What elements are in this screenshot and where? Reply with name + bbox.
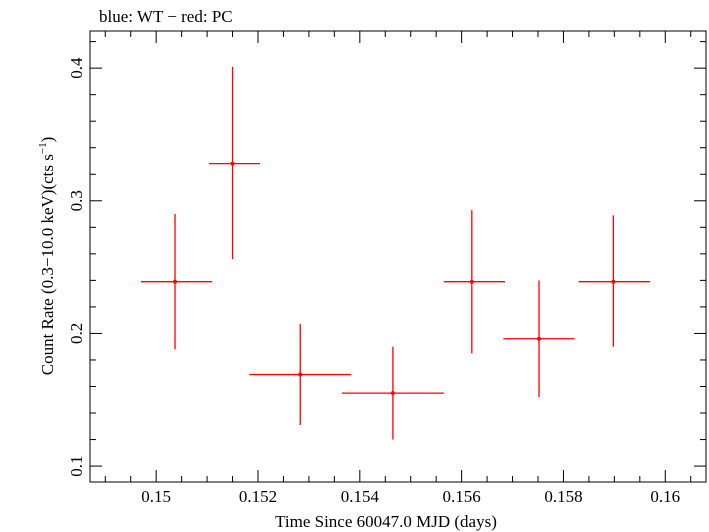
data-point [249,324,352,425]
data-marker [390,391,395,396]
x-tick-labels: 0.15 0.152 0.154 0.156 0.158 0.16 [141,487,680,506]
y-axis-label-superscript: −1 [37,142,49,154]
x-tick-label: 0.15 [141,487,171,506]
axis-ticks [90,31,706,482]
y-tick-label: 0.2 [67,323,86,344]
x-tick-label: 0.156 [443,487,481,506]
data-marker [469,279,474,284]
data-marker [173,279,178,284]
x-tick-label: 0.152 [239,487,277,506]
x-axis-label: Time Since 60047.0 MJD (days) [275,512,497,531]
x-tick-label: 0.16 [650,487,680,506]
y-axis-label-close: ) [38,137,57,143]
y-axis-label: Count Rate (0.3−10.0 keV)(cts s−1) [37,137,57,376]
data-point [209,66,261,260]
data-points [140,66,650,440]
data-point [140,214,213,350]
x-tick-label: 0.158 [544,487,582,506]
y-tick-labels: 0.1 0.2 0.3 0.4 [67,57,86,477]
x-tick-label: 0.154 [341,487,380,506]
data-point [578,215,650,347]
data-point [443,210,505,354]
data-marker [611,279,616,284]
chart-subtitle: blue: WT − red: PC [99,7,233,26]
data-marker [298,372,303,377]
y-tick-label: 0.4 [67,57,86,79]
data-point [503,280,575,398]
data-point [342,346,444,440]
y-tick-label: 0.1 [67,455,86,476]
y-axis-label-main: Count Rate (0.3−10.0 keV)(cts s [38,154,57,375]
data-marker [537,336,542,341]
data-marker [230,161,235,166]
y-tick-label: 0.3 [67,190,86,211]
plot-frame [89,30,707,483]
